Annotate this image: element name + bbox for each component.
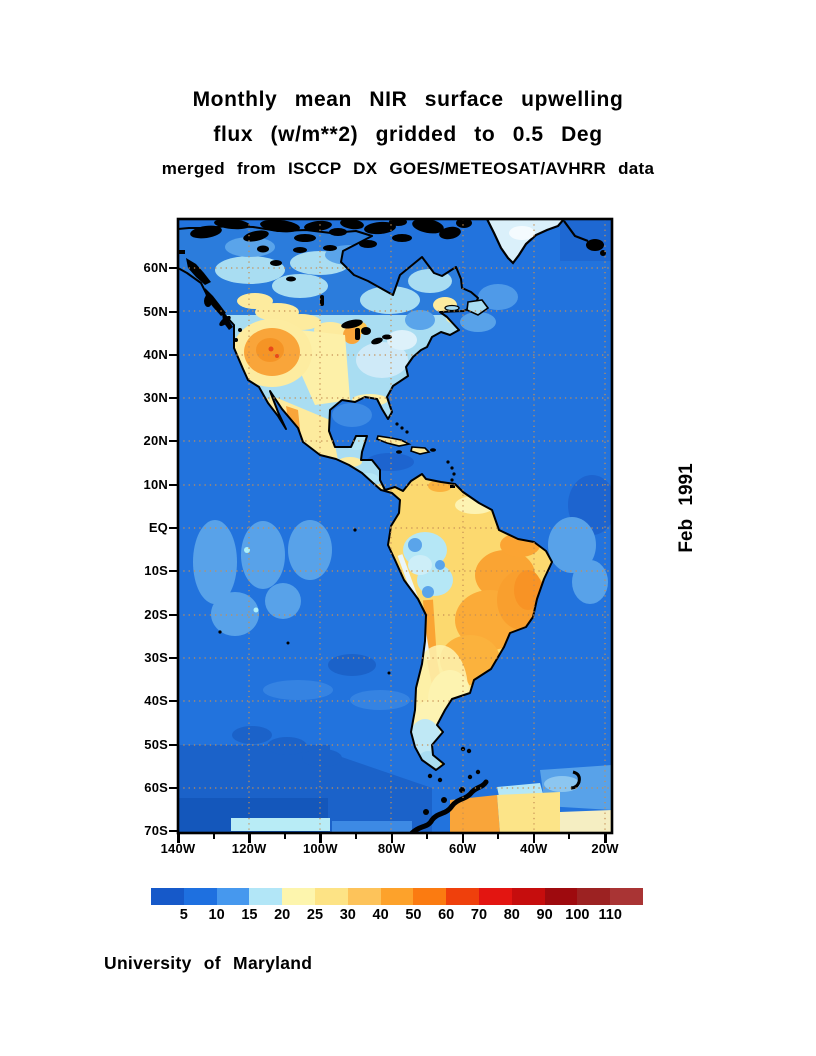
colorbar-segment (249, 888, 283, 905)
lat-label: 40N (143, 346, 168, 362)
ocean-patches (178, 219, 612, 833)
lon-label: 100W (302, 841, 338, 856)
colorbar-tick-label: 80 (503, 907, 520, 923)
colorbar-tick-label: 15 (241, 907, 258, 923)
lat-tick (169, 397, 177, 400)
colorbar (151, 888, 643, 905)
lon-tick-major (532, 834, 536, 843)
lat-tick (169, 700, 177, 703)
lat-tick (169, 353, 177, 356)
greenland (485, 219, 606, 265)
lon-tick-major (248, 834, 251, 843)
lat-tick (169, 310, 177, 313)
lat-label: 30S (144, 649, 168, 665)
lon-label: 60W (449, 841, 477, 856)
colorbar-segment (446, 888, 479, 905)
colorbar-labels: 5 10 15 20 25 30 40 50 60 70 80 90 100 110 (151, 907, 643, 925)
lat-label: 60N (143, 260, 168, 276)
colorbar-tick-label: 50 (405, 907, 422, 923)
lon-label: 120W (231, 841, 267, 856)
colorbar-segment (478, 888, 512, 905)
colorbar-tick-label: 10 (208, 907, 225, 923)
lon-label: 20W (591, 841, 619, 856)
colorbar-segment (544, 888, 578, 905)
colorbar-segment (380, 888, 414, 905)
lat-tick (169, 267, 177, 270)
colorbar-segment (183, 888, 217, 905)
colorbar-segment (282, 888, 315, 905)
lon-tick-minor (426, 834, 429, 839)
lat-label: 30N (143, 390, 168, 406)
colorbar-segment (314, 888, 348, 905)
lat-tick (169, 527, 177, 529)
lon-tick-minor (212, 834, 215, 839)
lat-label: 40S (144, 693, 168, 709)
lat-tick (169, 743, 177, 746)
lon-label: 140W (160, 841, 196, 856)
lat-label: 10S (144, 563, 168, 579)
colorbar-tick-label: 25 (306, 907, 324, 923)
lon-tick-major (177, 834, 180, 843)
colorbar-segment (577, 888, 611, 905)
colorbar-segment (610, 888, 643, 905)
lat-label: 60S (144, 779, 168, 795)
lon-label: 40W (520, 841, 548, 856)
colorbar-tick-label: 20 (274, 907, 291, 923)
lat-label: 50N (143, 303, 168, 319)
lat-tick (169, 786, 177, 789)
coastline (178, 225, 553, 771)
lat-label: 50S (144, 736, 168, 752)
lon-tick-minor (497, 834, 500, 839)
colorbar-segment (347, 888, 381, 905)
lon-tick-minor (283, 834, 286, 839)
lat-label: 10N (143, 476, 168, 492)
lon-tick-major (461, 834, 465, 843)
lat-tick (169, 830, 177, 833)
colorbar-tick-label: 100 (565, 907, 590, 923)
colorbar-tick-label: 40 (372, 907, 389, 923)
colorbar-tick-label: 110 (598, 907, 622, 923)
lat-label: 70S (144, 823, 168, 839)
lon-tick-minor (568, 834, 571, 839)
antarctic-zone (409, 765, 612, 833)
lon-tick-minor (354, 834, 357, 839)
colorbar-tick-label: 90 (536, 907, 553, 923)
lat-tick (169, 570, 177, 573)
colorbar-tick-label: 30 (339, 907, 356, 923)
islands-and-lakes (179, 219, 472, 754)
map-border (176, 217, 614, 835)
colorbar-tick-label: 5 (179, 907, 188, 923)
lon-tick-major (390, 834, 393, 843)
colorbar-segment (216, 888, 250, 905)
lat-label: 20N (143, 433, 168, 449)
chart-title-line3: merged from ISCCP DX GOES/METEOSAT/AVHRR… (161, 159, 655, 178)
lat-tick (169, 656, 177, 659)
outlined-islands (376, 299, 490, 455)
lat-tick (169, 483, 177, 486)
colorbar-tick-label: 60 (438, 907, 455, 923)
lat-tick (169, 613, 177, 616)
date-side-label: Feb 1991 (676, 463, 697, 553)
colorbar-segment (151, 888, 184, 905)
credit-text: University of Maryland (104, 953, 313, 973)
colorbar-tick-label: 70 (470, 907, 488, 923)
lon-tick-major (604, 834, 607, 843)
lon-tick-major (319, 834, 322, 843)
chart-title-line2: flux (w/m**2) gridded to 0.5 Deg (213, 123, 603, 146)
lat-tick (169, 440, 177, 443)
lat-label: EQ (148, 520, 168, 535)
lon-label: 80W (377, 841, 406, 856)
lat-label: 20S (144, 606, 168, 622)
graticule (178, 219, 612, 833)
colorbar-segment (413, 888, 447, 905)
colorbar-segment (511, 888, 545, 905)
chart-title-line1: Monthly mean NIR surface upwelling (192, 88, 624, 111)
